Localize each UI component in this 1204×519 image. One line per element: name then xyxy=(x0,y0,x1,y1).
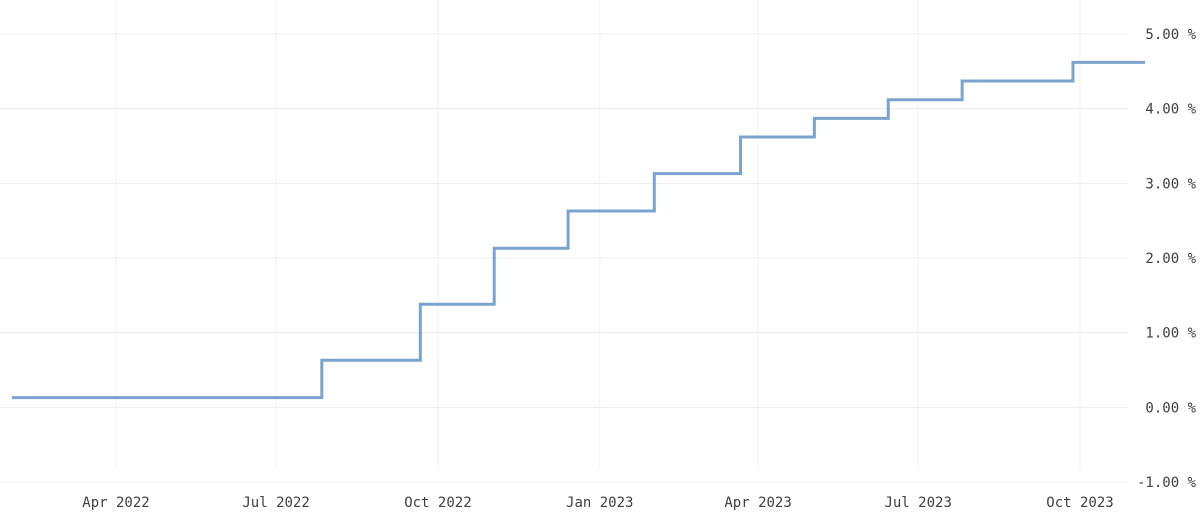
y-tick-label: 0.00 % xyxy=(1145,400,1196,416)
x-tick-label: Apr 2022 xyxy=(82,495,149,511)
x-tick-label: Oct 2022 xyxy=(404,495,471,511)
x-tick-label: Jul 2023 xyxy=(884,495,951,511)
y-tick-label: 5.00 % xyxy=(1145,27,1196,43)
x-tick-label: Jan 2023 xyxy=(566,495,633,511)
y-tick-label: 2.00 % xyxy=(1145,251,1196,267)
y-tick-label: -1.00 % xyxy=(1137,475,1197,491)
y-tick-label: 3.00 % xyxy=(1145,176,1196,192)
series-line xyxy=(12,60,1146,400)
grid xyxy=(0,0,1128,483)
x-axis: Apr 2022 Jul 2022 Oct 2022 Jan 2023 Apr 2023… xyxy=(82,495,1113,511)
x-tick-label: Oct 2023 xyxy=(1046,495,1113,511)
x-tick-label: Jul 2022 xyxy=(242,495,309,511)
series-layer xyxy=(12,60,1146,400)
y-tick-label: 4.00 % xyxy=(1145,102,1196,118)
x-tick-label: Apr 2023 xyxy=(724,495,791,511)
y-axis: 5.00 % 4.00 % 3.00 % 2.00 % 1.00 % 0.00 % -1.0… xyxy=(1137,27,1197,491)
y-tick-label: 1.00 % xyxy=(1145,326,1196,342)
